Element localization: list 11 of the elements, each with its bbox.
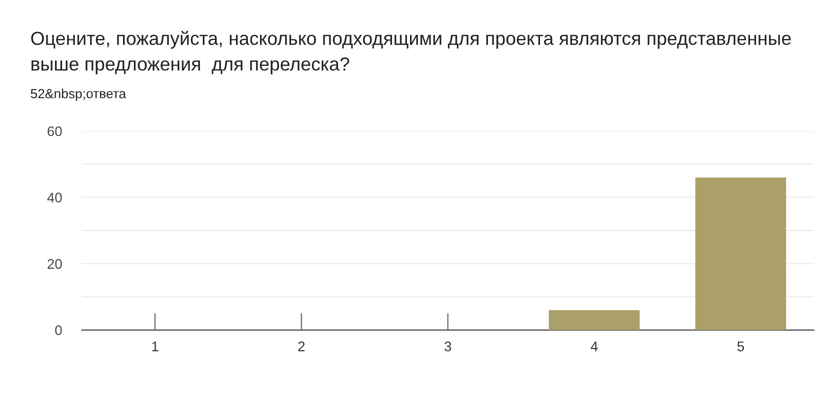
chart-title: Оцените, пожалуйста, насколько подходящими для проекта являются представленные выше предложения для перелеска? (31, 30, 791, 74)
y-tick-label: 0 (55, 325, 62, 336)
y-tick-label: 40 (47, 192, 62, 203)
chart-subtitle: 52&nbsp;ответа (30, 88, 126, 101)
x-tick-label: 1 (152, 342, 158, 352)
y-tick-label: 20 (48, 259, 62, 269)
x-tick-label: 5 (737, 342, 744, 352)
x-tick-label: 3 (444, 341, 452, 352)
y-tick-label: 60 (48, 126, 62, 136)
x-tick-label: 2 (298, 341, 305, 352)
x-tick-label: 4 (590, 342, 598, 352)
